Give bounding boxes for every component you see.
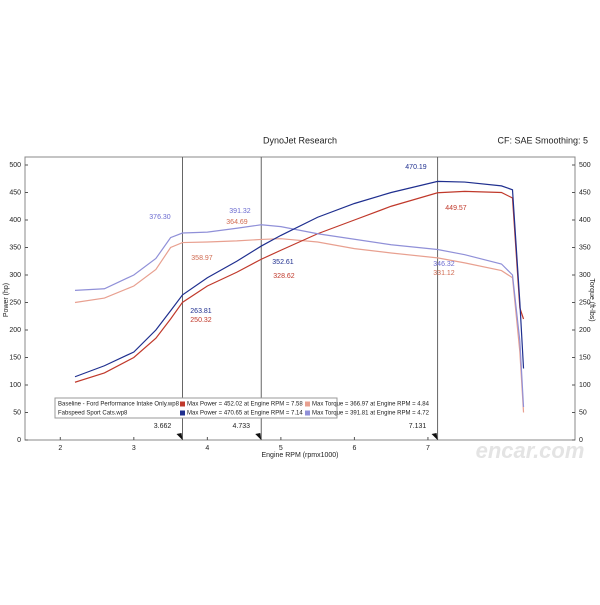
legend-swatch bbox=[180, 410, 185, 416]
cursor-arrow bbox=[431, 433, 438, 440]
watermark: encar.com bbox=[476, 438, 585, 463]
y2-tick-label: 300 bbox=[579, 272, 591, 279]
y2-tick-label: 450 bbox=[579, 189, 591, 196]
value-annotation: 346.32 bbox=[433, 261, 455, 268]
legend-box bbox=[54, 397, 338, 419]
legend-note: Max Power = 470.65 at Engine RPM = 7.14 bbox=[187, 411, 303, 417]
y2-axis-label: Torque (ft-lbs) bbox=[588, 278, 595, 321]
x-tick-label: 4 bbox=[205, 445, 209, 452]
y-tick-label: 350 bbox=[9, 244, 21, 251]
y2-tick-label: 0 bbox=[579, 437, 583, 444]
torque-line bbox=[74, 238, 525, 413]
y-tick-label: 50 bbox=[13, 409, 21, 416]
y-tick-label: 0 bbox=[17, 437, 21, 444]
power-line bbox=[74, 180, 525, 378]
y2-tick-label: 150 bbox=[579, 354, 591, 361]
x-tick-label: 3 bbox=[132, 445, 136, 452]
legend-note: Max Torque = 366.97 at Engine RPM = 4.84 bbox=[312, 402, 430, 408]
y-tick-label: 300 bbox=[9, 272, 21, 279]
value-annotation: 449.57 bbox=[445, 205, 467, 212]
value-annotation: 331.12 bbox=[433, 270, 455, 277]
y2-tick-label: 200 bbox=[579, 327, 591, 334]
value-annotation: 391.32 bbox=[229, 208, 251, 215]
chart-title: DynoJet Research bbox=[263, 135, 337, 145]
y-tick-label: 450 bbox=[9, 189, 21, 196]
legend-swatch bbox=[305, 401, 310, 407]
y-tick-label: 250 bbox=[9, 299, 21, 306]
value-annotation: 364.69 bbox=[226, 219, 248, 226]
legend-note: Max Power = 452.02 at Engine RPM = 7.58 bbox=[187, 402, 303, 408]
y2-tick-label: 100 bbox=[579, 382, 591, 389]
value-annotation: 263.81 bbox=[190, 308, 212, 315]
x-tick-label: 7 bbox=[426, 445, 430, 452]
x-tick-label: 5 bbox=[279, 445, 283, 452]
legend-swatch bbox=[305, 410, 310, 416]
y-tick-label: 400 bbox=[9, 217, 21, 224]
value-annotation: 376.30 bbox=[149, 214, 171, 221]
legend-note: Max Torque = 391.81 at Engine RPM = 4.72 bbox=[312, 411, 430, 417]
y2-tick-label: 50 bbox=[579, 409, 587, 416]
cursor-label: 7.131 bbox=[409, 423, 427, 430]
y2-tick-label: 350 bbox=[579, 244, 591, 251]
legend-swatch bbox=[180, 401, 185, 407]
y2-tick-label: 400 bbox=[579, 217, 591, 224]
cursor-arrow bbox=[255, 433, 262, 440]
torque-line bbox=[74, 224, 525, 408]
x-tick-label: 6 bbox=[352, 445, 356, 452]
cursor-label: 4.733 bbox=[232, 423, 250, 430]
value-annotation: 250.32 bbox=[190, 317, 212, 324]
value-annotation: 358.97 bbox=[191, 255, 213, 262]
y-tick-label: 500 bbox=[9, 162, 21, 169]
power-line bbox=[74, 190, 525, 383]
value-annotation: 352.61 bbox=[272, 259, 294, 266]
y-tick-label: 150 bbox=[9, 354, 21, 361]
chart-subtitle: CF: SAE Smoothing: 5 bbox=[497, 135, 588, 145]
y-axis-label: Power (hp) bbox=[3, 283, 10, 317]
legend-entry: Baseline - Ford Performance Intake Only.… bbox=[58, 402, 180, 408]
cursor-label: 3.662 bbox=[154, 423, 172, 430]
legend-entry: Fabspeed Sport Cats.wp8 bbox=[58, 411, 128, 417]
y-tick-label: 100 bbox=[9, 382, 21, 389]
cursor-arrow bbox=[176, 433, 183, 440]
y2-tick-label: 500 bbox=[579, 162, 591, 169]
y2-tick-label: 250 bbox=[579, 299, 591, 306]
x-axis-label: Engine RPM (rpmx1000) bbox=[261, 452, 338, 459]
value-annotation: 470.19 bbox=[405, 164, 427, 171]
plot-frame bbox=[24, 156, 576, 441]
y-tick-label: 200 bbox=[9, 327, 21, 334]
x-tick-label: 2 bbox=[58, 445, 62, 452]
value-annotation: 328.62 bbox=[273, 273, 295, 280]
